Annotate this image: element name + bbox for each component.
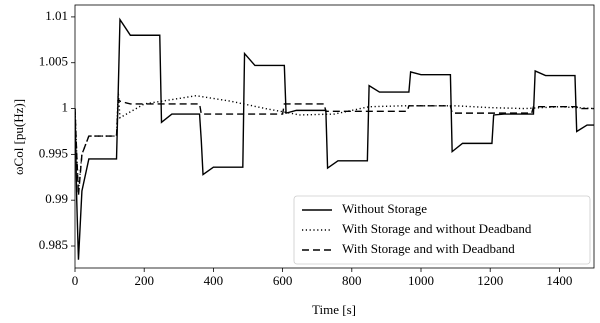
plot-frame [74, 4, 595, 269]
legend-label: With Storage and without Deadband [342, 221, 532, 236]
legend-box [293, 195, 591, 265]
x-axis-label: Time [s] [312, 302, 356, 317]
x-tick-label: 800 [342, 273, 362, 288]
x-tick-label: 1400 [546, 273, 572, 288]
series-line [75, 17, 594, 260]
y-axis-label: ωCol [pu(Hz)] [11, 99, 26, 175]
x-tick-label: 0 [72, 273, 79, 288]
y-tick-label: 0.99 [45, 191, 68, 206]
series-line [75, 97, 594, 196]
x-tick-label: 1200 [477, 273, 503, 288]
x-tick-label: 200 [134, 273, 154, 288]
y-tick-label: 1.005 [39, 54, 68, 69]
legend-label: With Storage and with Deadband [342, 241, 515, 256]
y-tick-label: 1 [62, 100, 69, 115]
series-line [75, 92, 594, 192]
x-tick-label: 600 [273, 273, 293, 288]
y-tick-label: 0.995 [39, 145, 68, 160]
y-tick-label: 0.985 [39, 237, 68, 252]
legend-label: Without Storage [342, 201, 427, 216]
y-tick-label: 1.01 [45, 8, 68, 23]
x-tick-label: 1000 [408, 273, 434, 288]
x-tick-label: 400 [204, 273, 224, 288]
